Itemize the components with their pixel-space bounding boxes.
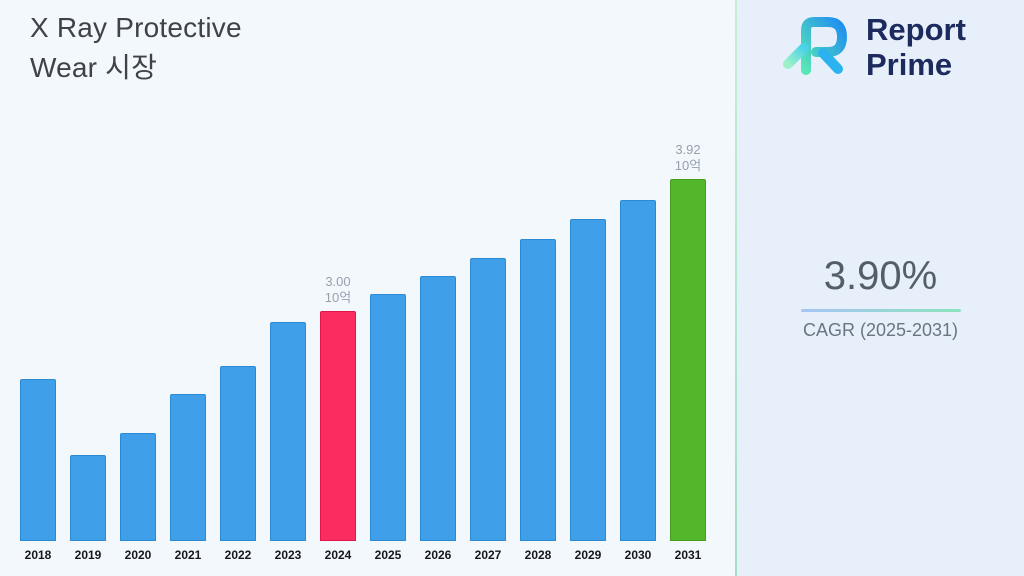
bar-column-2029: 2029	[570, 219, 606, 562]
right-panel	[737, 0, 1024, 576]
x-axis-label-2028: 2028	[524, 548, 552, 562]
x-axis-label-2023: 2023	[274, 548, 302, 562]
cagr-value: 3.90%	[823, 254, 938, 298]
bar-column-2031: 3.92 10억 2031	[670, 142, 706, 562]
logo: Report Prime	[776, 12, 966, 82]
x-axis-label-2026: 2026	[424, 548, 452, 562]
bar-2023	[270, 322, 306, 541]
bar-2028	[520, 239, 556, 541]
bar-column-2018: 2018	[20, 379, 56, 562]
bar-2026	[420, 276, 456, 541]
bar-2029	[570, 219, 606, 541]
bar-column-2028: 2028	[520, 239, 556, 562]
bar-2019	[70, 455, 106, 541]
bar-column-2021: 2021	[170, 394, 206, 562]
page-title: X Ray Protective Wear 시장	[30, 8, 242, 88]
bar-column-2030: 2030	[620, 200, 656, 562]
cagr-underline	[800, 309, 961, 312]
logo-text-line2: Prime	[866, 47, 953, 82]
x-axis-label-2031: 2031	[674, 548, 702, 562]
bar-2021	[170, 394, 206, 541]
bar-value-label-2024: 3.00 10억	[324, 274, 352, 305]
x-axis-label-2021: 2021	[174, 548, 202, 562]
bar-column-2027: 2027	[470, 258, 506, 562]
x-axis-label-2019: 2019	[74, 548, 102, 562]
bar-2018	[20, 379, 56, 541]
bar-2027	[470, 258, 506, 541]
cagr-block: 3.90% CAGR (2025-2031)	[737, 254, 1024, 341]
logo-text: Report Prime	[866, 12, 966, 82]
cagr-label: CAGR (2025-2031)	[802, 320, 959, 340]
bar-column-2024: 3.00 10억 2024	[320, 274, 356, 562]
x-axis-label-2022: 2022	[224, 548, 252, 562]
x-axis-label-2018: 2018	[24, 548, 52, 562]
bar-column-2022: 2022	[220, 366, 256, 562]
x-axis-label-2029: 2029	[574, 548, 602, 562]
bar-column-2023: 2023	[270, 322, 306, 562]
page-title-line1: X Ray Protective	[30, 12, 242, 43]
vertical-divider	[735, 0, 737, 576]
bar-column-2025: 2025	[370, 294, 406, 562]
x-axis-label-2027: 2027	[474, 548, 502, 562]
x-axis-label-2020: 2020	[124, 548, 152, 562]
bar-column-2020: 2020	[120, 433, 156, 562]
bar-2025	[370, 294, 406, 541]
bar-2024	[320, 311, 356, 541]
bar-chart: 2018 2019 2020 2021 2022 2023 3.00 10억 2024 2025 2…	[20, 142, 706, 562]
bar-2031	[670, 179, 706, 541]
bar-2020	[120, 433, 156, 541]
report-prime-logo-icon	[776, 14, 856, 81]
x-axis-label-2025: 2025	[374, 548, 402, 562]
page-title-line2: Wear 시장	[30, 52, 158, 83]
bar-column-2019: 2019	[70, 455, 106, 562]
bar-2030	[620, 200, 656, 541]
logo-text-line1: Report	[866, 12, 966, 47]
bar-2022	[220, 366, 256, 541]
bar-value-label-2031: 3.92 10억	[674, 142, 702, 173]
bar-column-2026: 2026	[420, 276, 456, 562]
x-axis-label-2024: 2024	[324, 548, 352, 562]
x-axis-label-2030: 2030	[624, 548, 652, 562]
